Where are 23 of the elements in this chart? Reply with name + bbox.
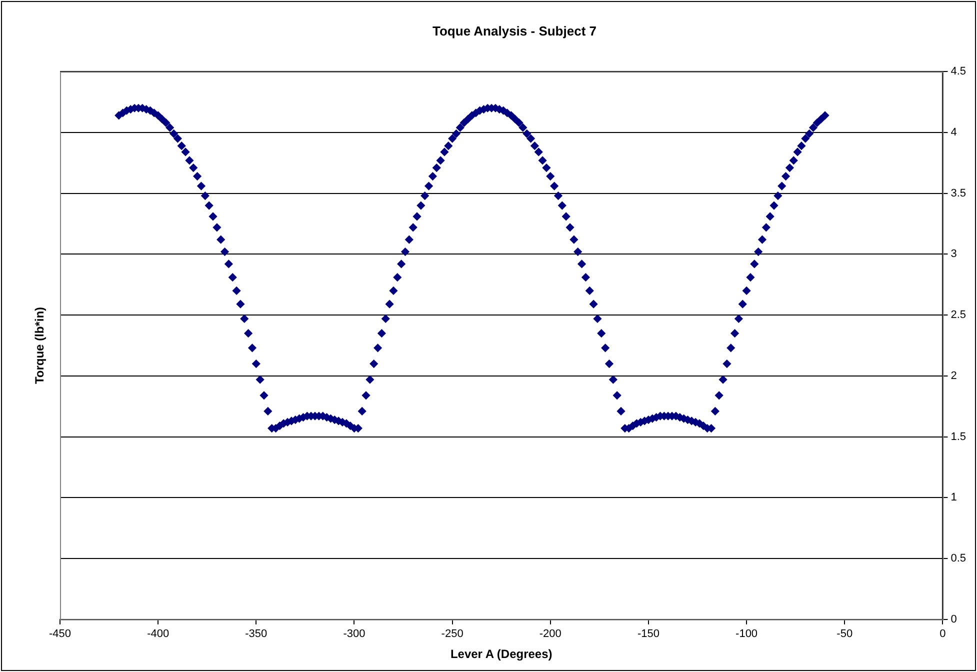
y-tick-label: 4 [950, 126, 957, 138]
x-tick-label: -50 [836, 628, 853, 640]
y-tick-label: 0 [950, 613, 957, 626]
y-axis-title: Torque (lb*in) [32, 306, 46, 384]
x-tick-label: -250 [441, 628, 464, 640]
y-tick-label: 3 [950, 248, 957, 260]
x-tick-label: 0 [940, 628, 946, 640]
y-tick-label: 3.5 [950, 187, 966, 200]
chart-title: Toque Analysis - Subject 7 [432, 23, 596, 38]
y-tick-label: 2.5 [950, 309, 966, 322]
x-tick-label: -150 [637, 628, 660, 640]
x-tick-label: -200 [539, 628, 562, 640]
x-axis-title: Lever A (Degrees) [450, 647, 552, 662]
y-tick-label: 1 [950, 492, 957, 504]
y-tick-label: 2 [950, 370, 957, 382]
x-tick-label: -350 [245, 628, 268, 640]
x-tick-label: -300 [343, 628, 366, 640]
x-tick-label: -400 [147, 628, 170, 640]
x-tick-label: -450 [48, 628, 72, 640]
y-tick-label: 1.5 [950, 430, 966, 443]
y-tick-label: 4.5 [950, 66, 966, 78]
x-tick-label: -100 [736, 628, 758, 640]
y-tick-label: 0.5 [950, 552, 966, 565]
